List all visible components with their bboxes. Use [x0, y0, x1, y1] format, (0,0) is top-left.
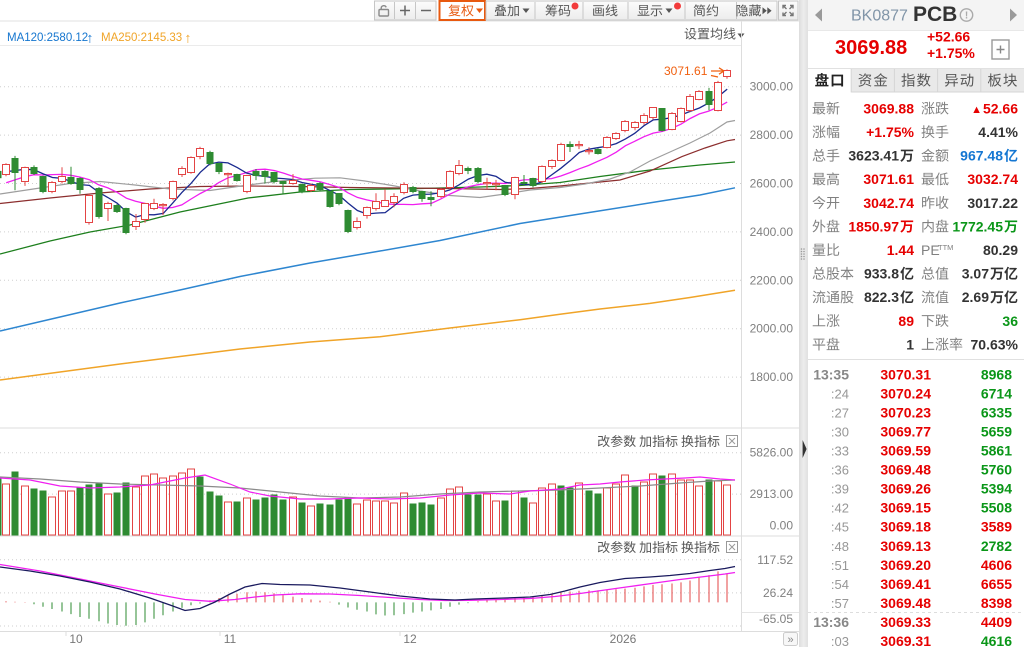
svg-text:3069.18: 3069.18: [880, 519, 931, 535]
svg-text:3069.33: 3069.33: [880, 614, 931, 630]
svg-text::36: :36: [831, 463, 849, 478]
svg-text::27: :27: [831, 405, 849, 420]
svg-text:▲: ▲: [971, 104, 982, 116]
svg-text::24: :24: [831, 386, 849, 401]
svg-text:0.00: 0.00: [770, 519, 794, 533]
svg-text:80.29: 80.29: [983, 242, 1018, 258]
svg-text:3000.00: 3000.00: [750, 80, 794, 94]
svg-text:+1.75%: +1.75%: [927, 45, 975, 61]
svg-text::48: :48: [831, 539, 849, 554]
svg-text:4.41%: 4.41%: [978, 124, 1018, 140]
svg-text:!: !: [965, 11, 968, 22]
svg-text:4606: 4606: [981, 557, 1012, 573]
svg-text:3071.61: 3071.61: [664, 64, 708, 78]
svg-text:12: 12: [403, 632, 417, 646]
svg-text:5508: 5508: [981, 500, 1012, 516]
svg-text:2913.00: 2913.00: [750, 487, 794, 501]
svg-text:36: 36: [1002, 313, 1018, 329]
svg-text:2026: 2026: [610, 632, 637, 646]
svg-text:3069.20: 3069.20: [880, 557, 931, 573]
svg-text:3069.59: 3069.59: [880, 443, 931, 459]
svg-text:3070.24: 3070.24: [880, 385, 931, 401]
svg-text:5760: 5760: [981, 462, 1012, 478]
svg-text:3.07: 3.07: [962, 266, 989, 282]
svg-text:5826.00: 5826.00: [750, 446, 794, 460]
svg-text:MA250:2145.33: MA250:2145.33: [101, 32, 182, 44]
svg-text:PCB: PCB: [913, 3, 957, 26]
svg-text:13:35: 13:35: [813, 366, 849, 382]
svg-text:3070.23: 3070.23: [880, 404, 931, 420]
svg-text:6655: 6655: [981, 576, 1012, 592]
svg-text:2000.00: 2000.00: [750, 322, 794, 336]
svg-text:2400.00: 2400.00: [750, 225, 794, 239]
svg-text::42: :42: [831, 501, 849, 516]
svg-text:3069.77: 3069.77: [880, 424, 931, 440]
svg-text:3032.74: 3032.74: [967, 171, 1018, 187]
svg-text:89: 89: [898, 313, 914, 329]
svg-text::03: :03: [831, 634, 849, 647]
svg-text:5394: 5394: [981, 481, 1012, 497]
svg-text:13:36: 13:36: [813, 614, 849, 630]
svg-text:3589: 3589: [981, 519, 1012, 535]
svg-text:5659: 5659: [981, 424, 1012, 440]
svg-text:2782: 2782: [981, 538, 1012, 554]
svg-text::45: :45: [831, 520, 849, 535]
svg-text::54: :54: [831, 577, 849, 592]
svg-text:3069.48: 3069.48: [880, 595, 931, 611]
svg-text:PE: PE: [921, 242, 940, 258]
svg-text:3069.26: 3069.26: [880, 481, 931, 497]
svg-text:11: 11: [224, 632, 237, 646]
svg-text:6714: 6714: [981, 385, 1012, 401]
svg-text:2600.00: 2600.00: [750, 177, 794, 191]
svg-text:26.24: 26.24: [763, 586, 793, 600]
svg-text:2200.00: 2200.00: [750, 273, 794, 287]
svg-text:1772.45: 1772.45: [952, 218, 1003, 234]
svg-text:TTM: TTM: [938, 243, 953, 252]
svg-text::39: :39: [831, 482, 849, 497]
svg-text:»: »: [787, 634, 793, 646]
svg-text:↑: ↑: [87, 30, 94, 46]
svg-text:967.48: 967.48: [960, 148, 1003, 164]
svg-text::57: :57: [831, 596, 849, 611]
svg-text:3069.48: 3069.48: [880, 462, 931, 478]
svg-text:2.69: 2.69: [962, 289, 989, 305]
svg-text:4409: 4409: [981, 614, 1012, 630]
svg-text::33: :33: [831, 444, 849, 459]
svg-text:+52.66: +52.66: [927, 29, 970, 45]
svg-text:-65.05: -65.05: [759, 612, 793, 626]
svg-text:3623.41: 3623.41: [848, 148, 899, 164]
svg-text:6335: 6335: [981, 404, 1012, 420]
svg-text:52.66: 52.66: [983, 100, 1018, 116]
svg-text:BK0877: BK0877: [851, 8, 908, 25]
svg-text:117.52: 117.52: [757, 553, 793, 567]
svg-text:1850.97: 1850.97: [848, 218, 899, 234]
svg-text::51: :51: [831, 558, 849, 573]
svg-text:4616: 4616: [981, 633, 1012, 647]
svg-text:8968: 8968: [981, 366, 1012, 382]
svg-text:3071.61: 3071.61: [863, 171, 914, 187]
svg-text:3069.15: 3069.15: [880, 500, 931, 516]
svg-text:3069.41: 3069.41: [880, 576, 931, 592]
svg-text:3017.22: 3017.22: [967, 195, 1018, 211]
svg-text:3069.88: 3069.88: [835, 37, 907, 59]
svg-text:MA120:2580.12: MA120:2580.12: [7, 32, 88, 44]
svg-text:3069.31: 3069.31: [880, 633, 931, 647]
svg-text:10: 10: [69, 632, 83, 646]
svg-text:↑: ↑: [185, 30, 192, 46]
svg-text:3042.74: 3042.74: [863, 195, 914, 211]
svg-text:+1.75%: +1.75%: [866, 124, 914, 140]
svg-text:1800.00: 1800.00: [750, 370, 794, 384]
svg-text:2800.00: 2800.00: [750, 128, 794, 142]
svg-text:3070.31: 3070.31: [880, 366, 931, 382]
svg-text:70.63%: 70.63%: [971, 336, 1019, 352]
svg-text::30: :30: [831, 425, 849, 440]
svg-text:822.3: 822.3: [864, 289, 899, 305]
svg-text:5861: 5861: [981, 443, 1012, 459]
svg-text:933.8: 933.8: [864, 266, 899, 282]
svg-text:8398: 8398: [981, 595, 1012, 611]
svg-text:3069.88: 3069.88: [863, 100, 914, 116]
svg-text:3069.13: 3069.13: [880, 538, 931, 554]
svg-text:1: 1: [906, 336, 914, 352]
svg-text:1.44: 1.44: [887, 242, 914, 258]
